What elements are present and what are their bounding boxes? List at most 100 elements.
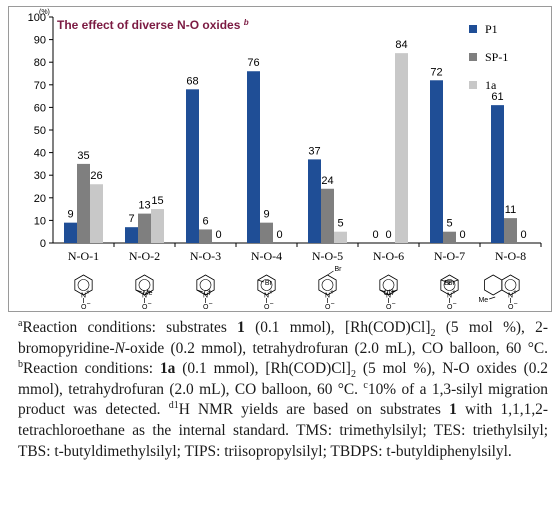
nitrogen-atom-label: N <box>508 293 513 300</box>
footnote-b-text-2: (0.1 mmol), [Rh(COD)Cl] <box>175 360 351 378</box>
positive-charge-label: + <box>330 289 334 296</box>
bar <box>125 227 138 243</box>
footnote-a-bold-1: 1 <box>237 319 245 336</box>
footnote-b-text-1: Reaction conditions: <box>23 360 160 378</box>
nitrogen-atom-label: N <box>386 293 391 300</box>
chart-frame: 0 10 20 30 40 50 60 70 80 90 100 (%) The effect of d… <box>8 6 552 312</box>
aromatic-circle-icon <box>77 279 90 291</box>
bar <box>77 163 90 243</box>
footnote-b-bold-1: 1a <box>159 360 176 378</box>
substituent-label: Cl <box>387 290 394 297</box>
footnote-b-text-3: (5 mol %), N-O oxides (0.2 mmol), tetrah… <box>18 360 549 398</box>
y-tick-label: 50 <box>34 125 46 137</box>
substituent-bond <box>196 289 203 293</box>
data-label: 26 <box>90 170 102 182</box>
data-label: 61 <box>491 91 503 103</box>
y-tick-label: 100 <box>28 12 46 24</box>
chart-title-footnote-mark: b <box>244 18 249 27</box>
nitrogen-atom-label: N <box>81 293 86 300</box>
data-label: 0 <box>276 229 282 241</box>
oxygen-atom-label: O <box>447 304 453 311</box>
substituent-bond <box>391 289 398 293</box>
nitrogen-atom-label: N <box>325 293 330 300</box>
footnote-d-text-3: with 1,1,1,2-tetrachloroethane as the in… <box>18 401 549 460</box>
fused-ring-icon <box>484 274 503 296</box>
aromatic-circle-icon <box>260 279 273 291</box>
footnote-d-bold-1: 1 <box>449 401 457 419</box>
positive-charge-label: + <box>269 289 273 296</box>
data-label: 35 <box>77 150 89 162</box>
substituent-bond <box>327 270 334 276</box>
data-label: 68 <box>186 75 198 87</box>
data-label: 9 <box>263 209 269 221</box>
y-tick-label: 10 <box>34 215 46 227</box>
oxygen-atom-label: O <box>508 304 514 311</box>
data-label: 0 <box>215 229 221 241</box>
category-label: N-O-1 <box>68 249 99 263</box>
category-label: N-O-6 <box>373 249 404 263</box>
aromatic-circle-icon <box>443 279 456 291</box>
bar <box>247 71 260 244</box>
bar <box>64 222 77 243</box>
y-unit-label: (%) <box>39 9 50 16</box>
nitrogen-atom-label: N <box>264 293 269 300</box>
negative-charge-label: − <box>87 301 91 308</box>
nitrogen-atom-label: N <box>142 293 147 300</box>
bar <box>308 159 321 243</box>
data-label: 5 <box>337 218 343 230</box>
positive-charge-label: + <box>391 289 395 296</box>
data-label: 84 <box>395 39 407 51</box>
legend-label: SP-1 <box>485 50 508 64</box>
substituent-label: Br <box>448 280 456 287</box>
legend-swatch <box>469 53 477 61</box>
bar <box>186 89 199 243</box>
category-label: N-O-7 <box>434 249 465 263</box>
y-tick-label: 0 <box>40 238 46 250</box>
negative-charge-label: − <box>209 301 213 308</box>
data-label: 0 <box>385 229 391 241</box>
category-label: N-O-3 <box>190 249 221 263</box>
oxygen-atom-label: O <box>386 304 392 311</box>
negative-charge-label: − <box>331 301 335 308</box>
data-label: 13 <box>138 200 150 212</box>
negative-charge-label: − <box>148 301 152 308</box>
positive-charge-label: + <box>208 289 212 296</box>
footnote-a-sub-1: 2 <box>430 328 436 340</box>
data-label: 15 <box>151 195 163 207</box>
bar <box>321 188 334 243</box>
y-tick-label: 30 <box>34 170 46 182</box>
footnote-b-sub-1: 2 <box>350 369 356 381</box>
category-label: N-O-5 <box>312 249 343 263</box>
data-label: 0 <box>372 229 378 241</box>
category-label: N-O-4 <box>251 249 282 263</box>
data-label: 0 <box>520 229 526 241</box>
footnote-a-text-4: -oxide (0.2 mmol), tetrahydrofuran (2.0 … <box>124 339 548 357</box>
y-tick-label: 60 <box>34 102 46 114</box>
substituent-label: Cl <box>384 290 391 297</box>
category-label: N-O-2 <box>129 249 160 263</box>
data-label: 5 <box>446 218 452 230</box>
positive-charge-label: + <box>513 289 517 296</box>
data-label: 9 <box>67 209 73 221</box>
substituent-bond <box>452 279 459 283</box>
footnote-mark-d: d <box>168 400 174 412</box>
y-tick-label: 90 <box>34 35 46 47</box>
y-tick-label: 40 <box>34 148 46 160</box>
legend-label: P1 <box>485 22 498 36</box>
oxygen-atom-label: O <box>325 304 331 311</box>
bar <box>504 218 517 243</box>
negative-charge-label: − <box>453 301 457 308</box>
negative-charge-label: − <box>514 301 518 308</box>
substituent-bond <box>489 296 496 300</box>
negative-charge-label: − <box>392 301 396 308</box>
bar <box>151 209 164 243</box>
aromatic-circle-icon <box>138 279 151 291</box>
substituent-label: Br <box>444 280 452 287</box>
oxygen-atom-label: O <box>81 304 87 311</box>
substituent-bond <box>257 279 264 283</box>
aromatic-circle-icon <box>504 279 517 291</box>
data-label: 6 <box>202 215 208 227</box>
data-label: 11 <box>505 204 516 216</box>
pyridine-ring-icon <box>257 274 276 296</box>
